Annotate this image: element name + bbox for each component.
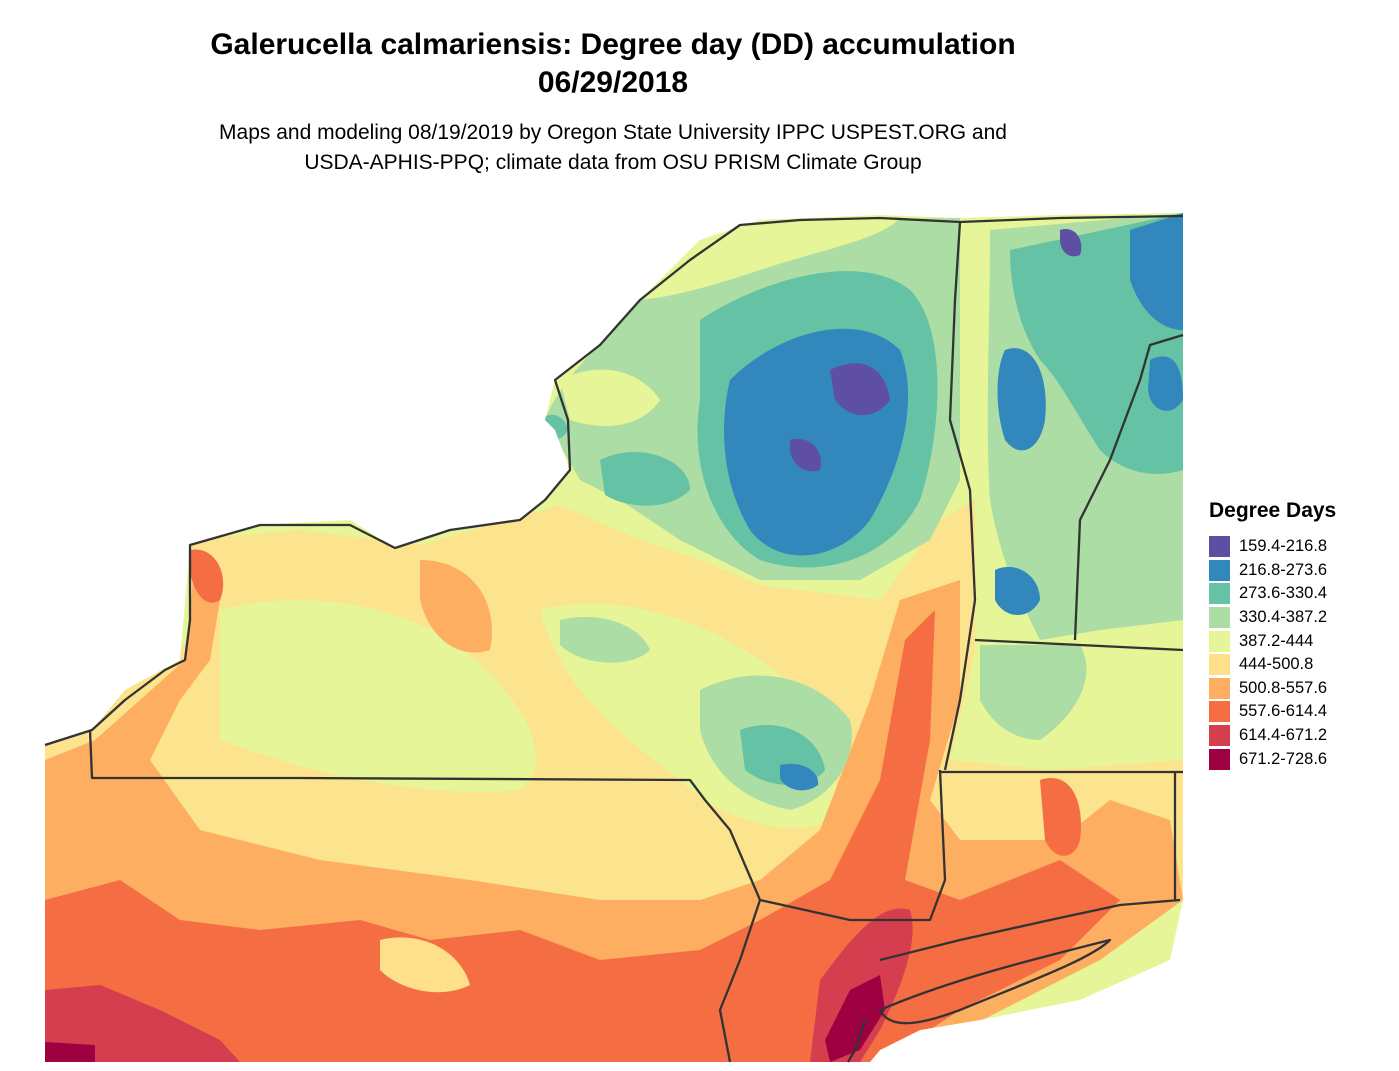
zone-216-273-vt-green-mts — [997, 348, 1046, 451]
zone-500-557-inland — [420, 560, 492, 653]
ny-north-west-border — [44, 214, 1184, 747]
legend-label: 557.6-614.4 — [1239, 702, 1328, 721]
legend-swatch — [1209, 748, 1230, 770]
legend-label: 159.4-216.8 — [1239, 537, 1328, 556]
legend-item: 500.8-557.6 — [1209, 677, 1336, 701]
vt-ma-border — [974, 638, 1184, 652]
zone-159-216-vt — [1060, 229, 1082, 257]
zone-273-330-west — [600, 451, 690, 506]
legend-item: 614.4-671.2 — [1209, 724, 1336, 748]
legend-swatch — [1209, 607, 1230, 629]
legend-item: 273.6-330.4 — [1209, 582, 1336, 606]
legend-item: 330.4-387.2 — [1209, 606, 1336, 630]
map-subtitle-line-1: Maps and modeling 08/19/2019 by Oregon S… — [219, 121, 1007, 144]
zone-330-387-ma — [980, 645, 1087, 740]
legend-swatch — [1209, 654, 1230, 676]
ny-nj-border — [759, 769, 947, 922]
map-title: Galerucella calmariensis: Degree day (DD… — [0, 26, 1226, 102]
zone-671-728-sw — [45, 1042, 95, 1062]
legend-label: 216.8-273.6 — [1239, 560, 1328, 579]
zone-444-500-south — [380, 937, 470, 993]
degree-day-raster — [45, 213, 1183, 1062]
legend-items: 159.4-216.8 216.8-273.6 273.6-330.4 330.4-3… — [1209, 535, 1336, 771]
map-title-line-2: 06/29/2018 — [537, 66, 689, 99]
vt-nh-border — [1073, 333, 1184, 641]
legend-label: 444-500.8 — [1239, 655, 1314, 674]
map-subtitle-line-2: USDA-APHIS-PPQ; climate data from OSU PR… — [304, 151, 922, 174]
legend-swatch — [1209, 677, 1230, 699]
legend-label: 273.6-330.4 — [1239, 584, 1328, 603]
legend-label: 500.8-557.6 — [1239, 678, 1328, 697]
legend: Degree Days 159.4-216.8 216.8-273.6 273.6-… — [1209, 499, 1336, 771]
manhattan-shore — [847, 1019, 867, 1063]
zone-216-273-vt-south — [995, 566, 1040, 615]
legend-item: 671.2-728.6 — [1209, 747, 1336, 771]
legend-swatch — [1209, 559, 1230, 581]
zone-557-614-ct — [1040, 778, 1081, 856]
legend-title: Degree Days — [1209, 499, 1337, 522]
legend-swatch — [1209, 701, 1230, 723]
legend-item: 557.6-614.4 — [1209, 700, 1336, 724]
legend-item: 159.4-216.8 — [1209, 535, 1336, 559]
nj-coast — [718, 899, 762, 1063]
map-title-line-1: Galerucella calmariensis: Degree day (DD… — [210, 28, 1016, 61]
legend-label: 614.4-671.2 — [1239, 726, 1328, 745]
legend-swatch — [1209, 630, 1230, 652]
zone-614-671-sw — [45, 985, 240, 1062]
long-island — [878, 938, 1112, 1025]
legend-label: 671.2-728.6 — [1239, 749, 1328, 768]
legend-swatch — [1209, 536, 1230, 558]
zone-159-216-adirondack-2 — [790, 439, 821, 472]
zone-330-387-finger-lakes — [560, 616, 650, 663]
ct-coast — [879, 898, 1181, 962]
legend-label: 330.4-387.2 — [1239, 608, 1328, 627]
legend-swatch — [1209, 725, 1230, 747]
ny-vt-border — [943, 221, 977, 771]
zone-216-273-catskills — [780, 763, 819, 791]
zone-216-273-nh — [1148, 356, 1183, 411]
zone-557-614-erie — [190, 549, 224, 603]
legend-item: 444-500.8 — [1209, 653, 1336, 677]
zone-671-728-nyc — [825, 975, 885, 1062]
zone-387-444-tug — [560, 369, 660, 426]
legend-swatch — [1209, 583, 1230, 605]
map-subtitle: Maps and modeling 08/19/2019 by Oregon S… — [0, 118, 1226, 178]
zone-216-273-vt-north — [1130, 213, 1183, 330]
state-boundaries — [44, 214, 1184, 1063]
zone-159-216-adirondack — [830, 363, 890, 415]
legend-item: 216.8-273.6 — [1209, 559, 1336, 583]
legend-label: 387.2-444 — [1239, 631, 1314, 650]
legend-item: 387.2-444 — [1209, 629, 1336, 653]
ny-pa-border — [88, 729, 762, 901]
